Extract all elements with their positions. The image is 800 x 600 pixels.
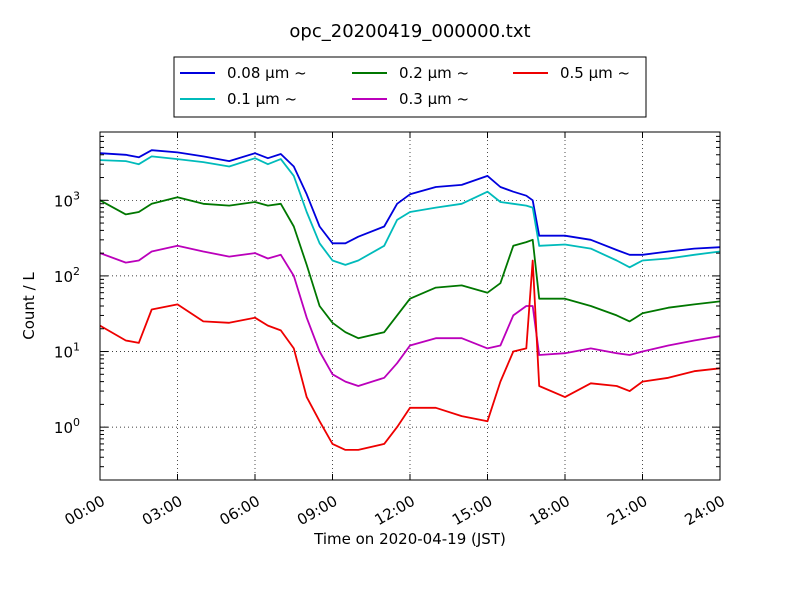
y-tick-label: 102 [54,265,80,286]
legend-label: 0.5 μm ~ [560,64,630,82]
y-tick-exponent: 1 [73,341,80,354]
y-tick-exponent: 2 [73,265,80,278]
series-line-0 [99,149,721,256]
legend-box [173,56,647,118]
y-tick-base: 10 [54,192,73,210]
chart-title: opc_20200419_000000.txt [289,21,530,42]
legend-label: 0.2 μm ~ [399,64,469,82]
y-tick-base: 10 [54,268,73,286]
y-tick-exponent: 0 [73,416,80,429]
legend-label: 0.08 μm ~ [227,64,307,82]
grid [99,132,721,480]
series-line-3 [99,244,721,387]
series-line-4 [99,259,721,451]
y-tick-label: 100 [54,416,80,437]
y-tick-label: 103 [54,189,80,210]
series-line-2 [99,196,721,340]
legend: 0.08 μm ~ 0.1 μm ~ 0.2 μm ~ 0.3 μm ~ 0.5 μm … [173,56,647,118]
series-layer [99,149,721,451]
legend-label: 0.1 μm ~ [227,90,297,108]
x-axis-label: Time on 2020-04-19 (JST) [313,530,506,548]
y-tick-base: 10 [54,419,73,437]
series-line-1 [99,155,721,269]
y-tick-label: 101 [54,341,80,362]
y-tick-base: 10 [54,344,73,362]
y-tick-exponent: 3 [73,189,80,202]
y-axis-label: Count / L [20,272,38,340]
legend-label: 0.3 μm ~ [399,90,469,108]
